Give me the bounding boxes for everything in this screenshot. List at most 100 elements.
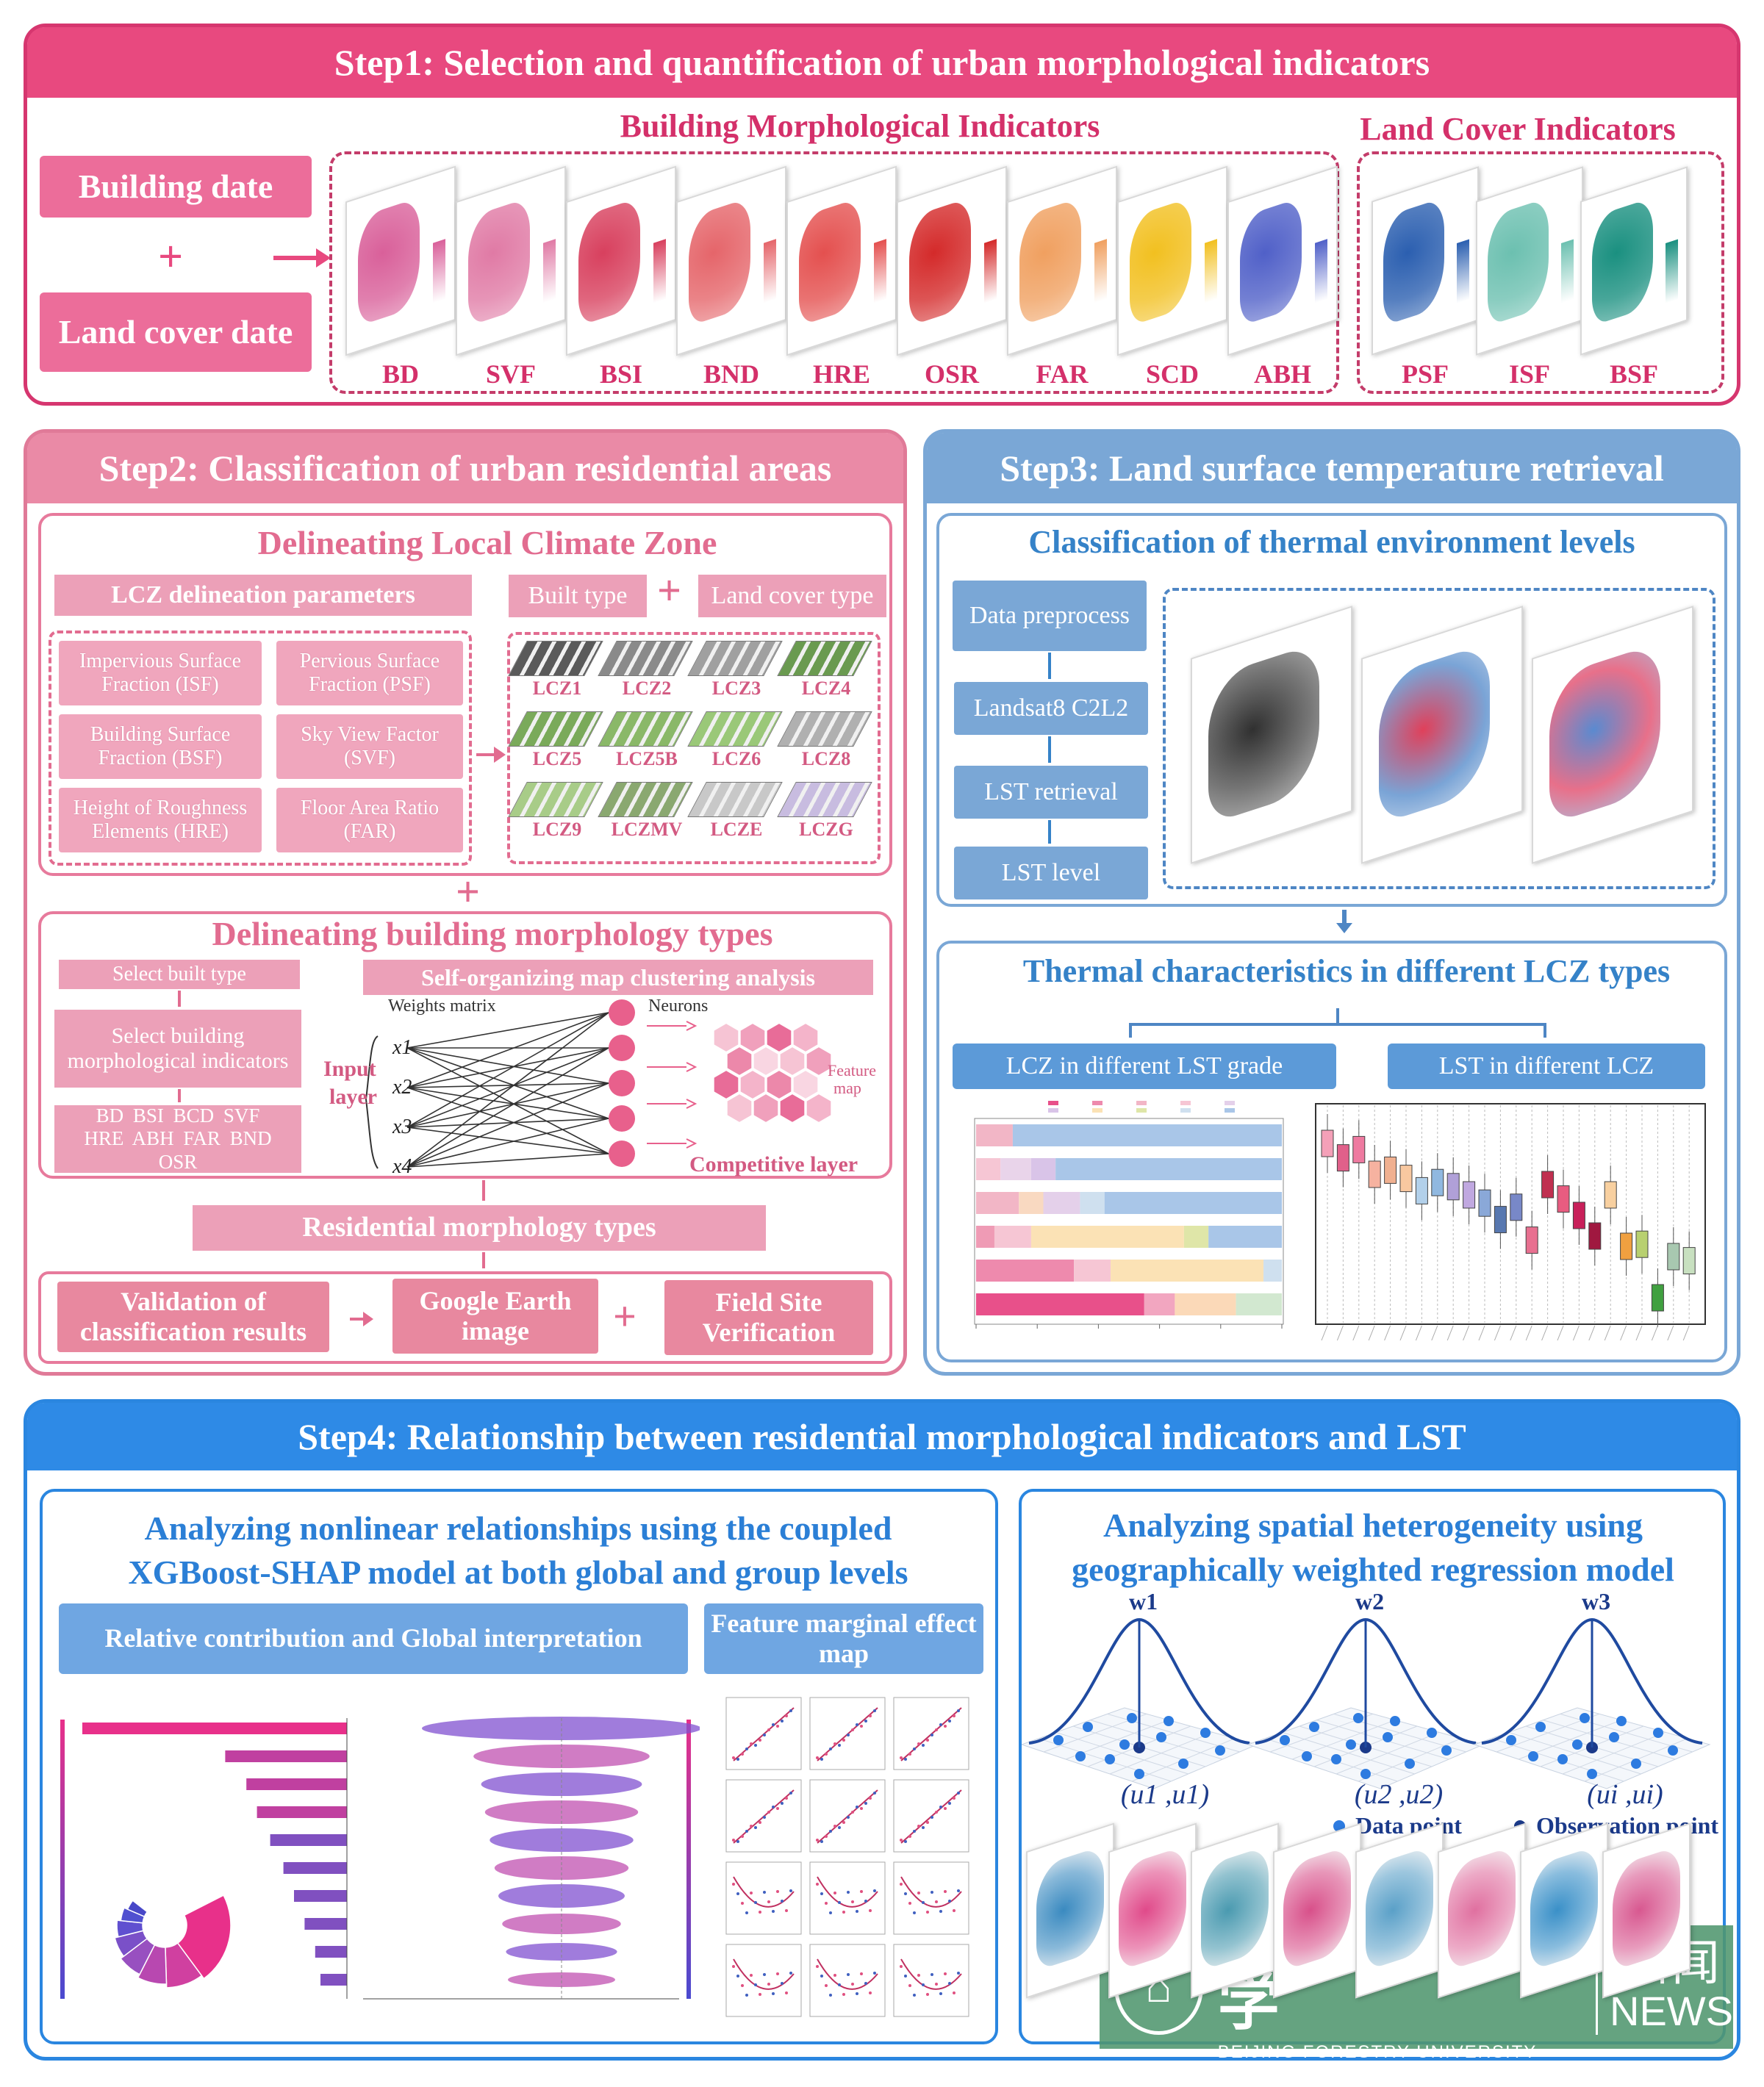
gwr-data-point bbox=[1587, 1769, 1597, 1779]
som-title-label: Self-organizing map clustering analysis bbox=[420, 963, 815, 991]
som-neuron-5 bbox=[609, 1141, 635, 1167]
bmi-map-osr-label: OSR bbox=[924, 359, 980, 389]
marginal-point bbox=[820, 1892, 823, 1895]
lci-map-psf-label: PSF bbox=[1401, 359, 1449, 389]
bmi-map-hre-legend bbox=[873, 238, 887, 303]
marginal-curve bbox=[900, 1958, 962, 1990]
shap-bar bbox=[283, 1862, 347, 1874]
lcz-label-lcz5b: LCZ5B bbox=[616, 748, 678, 769]
step4-header: Step4: Relationship between residential … bbox=[27, 1403, 1737, 1470]
marginal-point bbox=[750, 1974, 753, 1977]
marginal-point bbox=[900, 1839, 903, 1842]
bm-subpanel bbox=[38, 911, 892, 1179]
boxplot-chart bbox=[1315, 1103, 1706, 1341]
lst-map-region-1 bbox=[1208, 642, 1319, 825]
bmi-map-osr-region bbox=[908, 197, 972, 327]
gwr-data-point bbox=[1427, 1728, 1437, 1738]
marginal-point bbox=[931, 1734, 933, 1736]
stack-segment bbox=[976, 1260, 1075, 1282]
marginal-point bbox=[767, 1900, 770, 1903]
gwr-data-point bbox=[1280, 1735, 1290, 1745]
marginal-point bbox=[829, 1747, 832, 1750]
som-hex-cell bbox=[765, 1021, 793, 1054]
bmi-map-bnd-region bbox=[688, 197, 751, 327]
marginal-point bbox=[829, 1830, 832, 1833]
shap-swarm bbox=[490, 1828, 634, 1852]
marginal-point bbox=[908, 1902, 911, 1905]
marginal-point bbox=[860, 1890, 863, 1893]
lcz-label-lczg: LCZG bbox=[799, 819, 853, 840]
marginal-point bbox=[776, 1725, 779, 1728]
gwr-data-point bbox=[1353, 1713, 1363, 1723]
gwr-map-region-7 bbox=[1530, 1844, 1599, 1971]
stack-segment bbox=[1012, 1124, 1282, 1146]
marginal-point bbox=[904, 1892, 907, 1895]
marginal-point bbox=[763, 1734, 766, 1736]
marginal-point bbox=[776, 1972, 779, 1975]
marginal-point bbox=[816, 1965, 819, 1968]
stack-segment bbox=[1236, 1293, 1282, 1315]
box-xtick bbox=[1682, 1325, 1690, 1341]
lcz-label-lcze: LCZE bbox=[710, 819, 763, 840]
marginal-point bbox=[935, 1811, 938, 1814]
box-xtick bbox=[1368, 1325, 1375, 1341]
shap-bar bbox=[257, 1806, 347, 1818]
building-date-label: Building date bbox=[78, 167, 273, 205]
som-hex-cell bbox=[739, 1068, 767, 1101]
marginal-point bbox=[953, 1909, 956, 1912]
built-plus: + bbox=[657, 567, 682, 614]
select-arrow-2 bbox=[178, 1089, 181, 1102]
marginal-point bbox=[754, 1901, 757, 1904]
marginal-point bbox=[741, 1753, 744, 1756]
marginal-point bbox=[851, 1983, 854, 1986]
marginal-point bbox=[772, 1723, 775, 1726]
marginal-point bbox=[732, 1883, 735, 1886]
marginal-point bbox=[935, 1728, 938, 1731]
lcz-label-lcz5: LCZ5 bbox=[532, 748, 582, 769]
shap-bar bbox=[304, 1918, 347, 1930]
marginal-point bbox=[825, 1835, 828, 1838]
validation-box: Validation of classification results bbox=[57, 1282, 329, 1352]
land-cover-date-box: Land cover date bbox=[40, 292, 312, 372]
gwr-weight-3: w3 bbox=[1582, 1588, 1610, 1614]
gwr-weight-2: w2 bbox=[1355, 1588, 1384, 1614]
select-built-box: Select built type bbox=[59, 960, 300, 989]
marginal-point bbox=[926, 1911, 929, 1914]
params-arrow bbox=[476, 753, 495, 756]
step4-title: Step4: Relationship between residential … bbox=[298, 1416, 1466, 1457]
marginal-curve bbox=[817, 1958, 878, 1990]
marginal-point bbox=[926, 1993, 929, 1996]
box-body bbox=[1620, 1232, 1633, 1260]
marginal-point bbox=[931, 1973, 933, 1976]
gwr-data-point bbox=[1360, 1769, 1371, 1779]
gwr-map-4 bbox=[1273, 1822, 1361, 1999]
lst-level-label: LST level bbox=[1001, 859, 1101, 887]
lcz-param-1: Pervious Surface Fraction (PSF) bbox=[276, 641, 463, 705]
shap-radial-slice bbox=[120, 1907, 146, 1924]
bmi-map-bsi-label: BSI bbox=[599, 359, 643, 389]
som-arrowhead-1 bbox=[686, 1062, 698, 1072]
step1-arrow bbox=[273, 256, 323, 260]
gwr-data-point bbox=[1178, 1759, 1188, 1769]
marginal-point bbox=[732, 1839, 735, 1842]
marginal-point bbox=[922, 1744, 925, 1747]
marginal-point bbox=[953, 1797, 956, 1800]
marginal-point bbox=[935, 1900, 938, 1903]
marginal-curve bbox=[733, 1958, 795, 1990]
stack-segment bbox=[1208, 1226, 1282, 1248]
marginal-point bbox=[864, 1900, 867, 1903]
box-xtick bbox=[1431, 1325, 1438, 1341]
som-hex-cell bbox=[752, 1045, 780, 1077]
thermal-brace bbox=[1129, 1008, 1546, 1038]
marginal-point bbox=[944, 1972, 947, 1975]
marginal-point bbox=[869, 1797, 872, 1800]
lcz-label-lcz2: LCZ2 bbox=[622, 678, 672, 699]
bmi-map-bd-region bbox=[357, 197, 420, 327]
bmi-map-abh-region bbox=[1239, 197, 1302, 327]
marginal-point bbox=[759, 1993, 761, 1996]
shap-swarm bbox=[422, 1717, 700, 1740]
som-input-brace bbox=[365, 1035, 379, 1169]
som-weights-label: Weights matrix bbox=[388, 996, 496, 1016]
marginal-point bbox=[781, 1802, 784, 1805]
shap-radial-slice bbox=[176, 1894, 232, 1980]
